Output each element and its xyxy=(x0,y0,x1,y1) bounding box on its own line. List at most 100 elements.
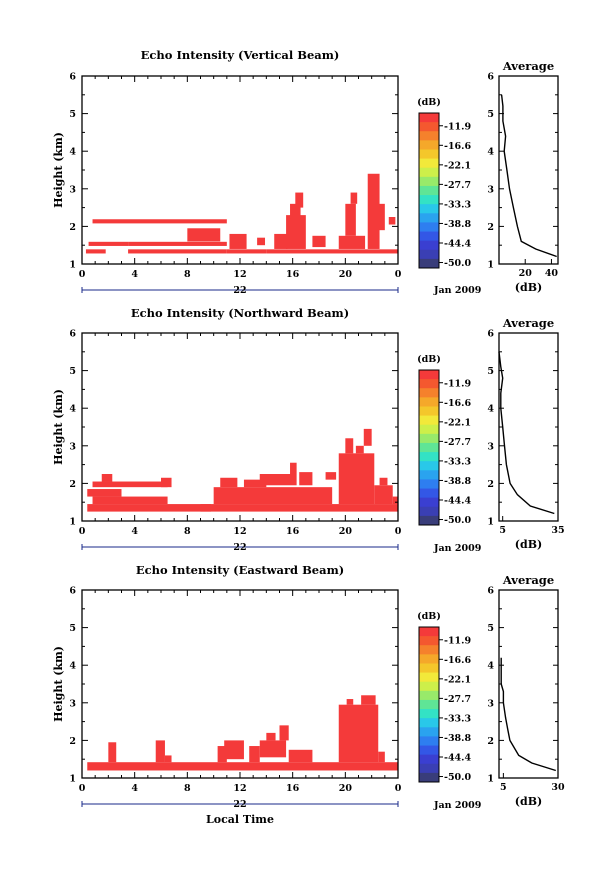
colorbar-tick-label: -44.4 xyxy=(444,238,471,249)
colorbar-tick-label: -11.9 xyxy=(444,121,471,132)
heatmap-cell xyxy=(249,746,260,763)
heatmap-cell xyxy=(155,740,165,763)
heatmap-cell xyxy=(325,472,337,480)
y-axis-label: Height (km) xyxy=(52,132,65,208)
average-profile-line xyxy=(500,94,557,258)
average-y-tick-label: 1 xyxy=(487,260,494,271)
y-tick-label: 3 xyxy=(69,698,76,709)
y-tick-label: 6 xyxy=(69,72,76,83)
colorbar-swatch xyxy=(419,727,439,737)
colorbar-swatch xyxy=(419,754,439,765)
average-x-tick-label: 20 xyxy=(519,268,533,279)
colorbar-swatch xyxy=(419,736,439,746)
heatmap-cell xyxy=(279,725,289,741)
y-tick-label: 5 xyxy=(69,366,76,377)
colorbar-swatch xyxy=(419,488,439,499)
heatmap-cell xyxy=(101,474,113,482)
colorbar-tick-label: -50.0 xyxy=(444,772,471,783)
y-tick-label: 5 xyxy=(69,623,76,634)
heatmap-cell xyxy=(164,755,172,763)
colorbar-tick-label: -11.9 xyxy=(444,635,471,646)
colorbar-swatch xyxy=(419,113,439,123)
heatmap-cell xyxy=(224,740,244,760)
heatmap-cell xyxy=(259,740,287,758)
average-y-tick-label: 5 xyxy=(487,366,494,377)
y-axis-label: Height (km) xyxy=(52,389,65,465)
colorbar-tick-label: -44.4 xyxy=(444,495,471,506)
heatmap-cell xyxy=(274,233,288,249)
panel-2: Echo Intensity (Northward Beam)0 4 8 12 16 20… xyxy=(52,306,565,553)
x-tick-label: 4 xyxy=(131,269,138,280)
heatmap-cell xyxy=(226,249,267,254)
heatmap-cell xyxy=(355,445,364,454)
heatmap-cell xyxy=(345,203,356,236)
heatmap-cell xyxy=(363,428,372,446)
colorbar-swatch xyxy=(419,195,439,205)
x-tick-label: 8 xyxy=(184,526,191,537)
average-y-tick-label: 6 xyxy=(487,586,494,597)
average-frame xyxy=(498,332,559,522)
panel-3: Echo Intensity (Eastward Beam)0 4 8 12 16 20 0… xyxy=(52,563,565,810)
average-frame xyxy=(498,75,559,265)
heatmap-cell xyxy=(299,472,313,486)
colorbar-tick-label: -33.3 xyxy=(444,199,471,210)
average-profile-line xyxy=(500,657,557,772)
average-y-tick-label: 4 xyxy=(487,147,494,158)
heatmap-cell xyxy=(259,474,297,486)
x-axis-label: Local Time xyxy=(206,813,274,826)
heatmap-cell xyxy=(350,192,358,204)
colorbar-swatch xyxy=(419,149,439,159)
heatmap-cell xyxy=(220,477,238,488)
x-tick-label: 20 xyxy=(339,269,353,280)
colorbar-tick-label: -38.8 xyxy=(444,733,471,744)
x-tick-label: 20 xyxy=(339,783,353,794)
colorbar-swatch xyxy=(419,645,439,655)
x-tick-label: 12 xyxy=(233,526,246,537)
y-tick-label: 1 xyxy=(69,517,76,528)
colorbar-frame xyxy=(418,369,440,526)
x-tick-label: 0 xyxy=(395,269,402,280)
heatmap-cell xyxy=(392,496,398,505)
colorbar-swatch xyxy=(419,763,439,774)
heatmap-cell xyxy=(92,481,168,488)
colorbar-swatch xyxy=(419,204,439,214)
heatmap-cell xyxy=(92,219,227,224)
colorbar-tick-label: -33.3 xyxy=(444,456,471,467)
colorbar-swatch xyxy=(419,397,439,407)
colorbar-swatch xyxy=(419,406,439,416)
y-tick-label: 2 xyxy=(69,479,76,490)
colorbar-swatch xyxy=(419,167,439,178)
heatmap-cell xyxy=(379,477,388,486)
colorbar-tick-label: -27.7 xyxy=(444,437,471,448)
average-y-tick-label: 3 xyxy=(487,698,494,709)
heatmap-cell xyxy=(378,203,385,231)
y-tick-label: 6 xyxy=(69,586,76,597)
day-label: 22 xyxy=(233,285,246,296)
y-tick-label: 5 xyxy=(69,109,76,120)
average-frame xyxy=(498,589,559,779)
heatmap-cell xyxy=(243,479,267,488)
colorbar-tick-label: -50.0 xyxy=(444,515,471,526)
date-label-1: Jan 2009 xyxy=(433,285,482,296)
y-tick-label: 4 xyxy=(69,404,76,415)
colorbar-swatch xyxy=(419,442,439,453)
y-tick-label: 3 xyxy=(69,441,76,452)
x-tick-label: 8 xyxy=(184,783,191,794)
heatmap-cell xyxy=(85,249,106,254)
average-title: Average xyxy=(502,316,554,330)
colorbar-swatch xyxy=(419,415,439,426)
panel-1: Echo Intensity (Vertical Beam)0 4 8 12 16 20 0… xyxy=(52,48,559,296)
average-y-tick-label: 4 xyxy=(487,661,494,672)
average-y-tick-label: 1 xyxy=(487,774,494,785)
date-label-2: Jan 2009 xyxy=(433,543,482,554)
colorbar-swatch xyxy=(419,654,439,664)
average-y-tick-label: 3 xyxy=(487,441,494,452)
colorbar-swatch xyxy=(419,379,439,389)
colorbar-tick-label: -38.8 xyxy=(444,219,471,230)
colorbar-tick-label: -27.7 xyxy=(444,694,471,705)
average-y-tick-label: 5 xyxy=(487,623,494,634)
heatmap-cell xyxy=(290,203,301,219)
heatmap-cell xyxy=(290,462,297,474)
average-y-tick-label: 6 xyxy=(487,72,494,83)
